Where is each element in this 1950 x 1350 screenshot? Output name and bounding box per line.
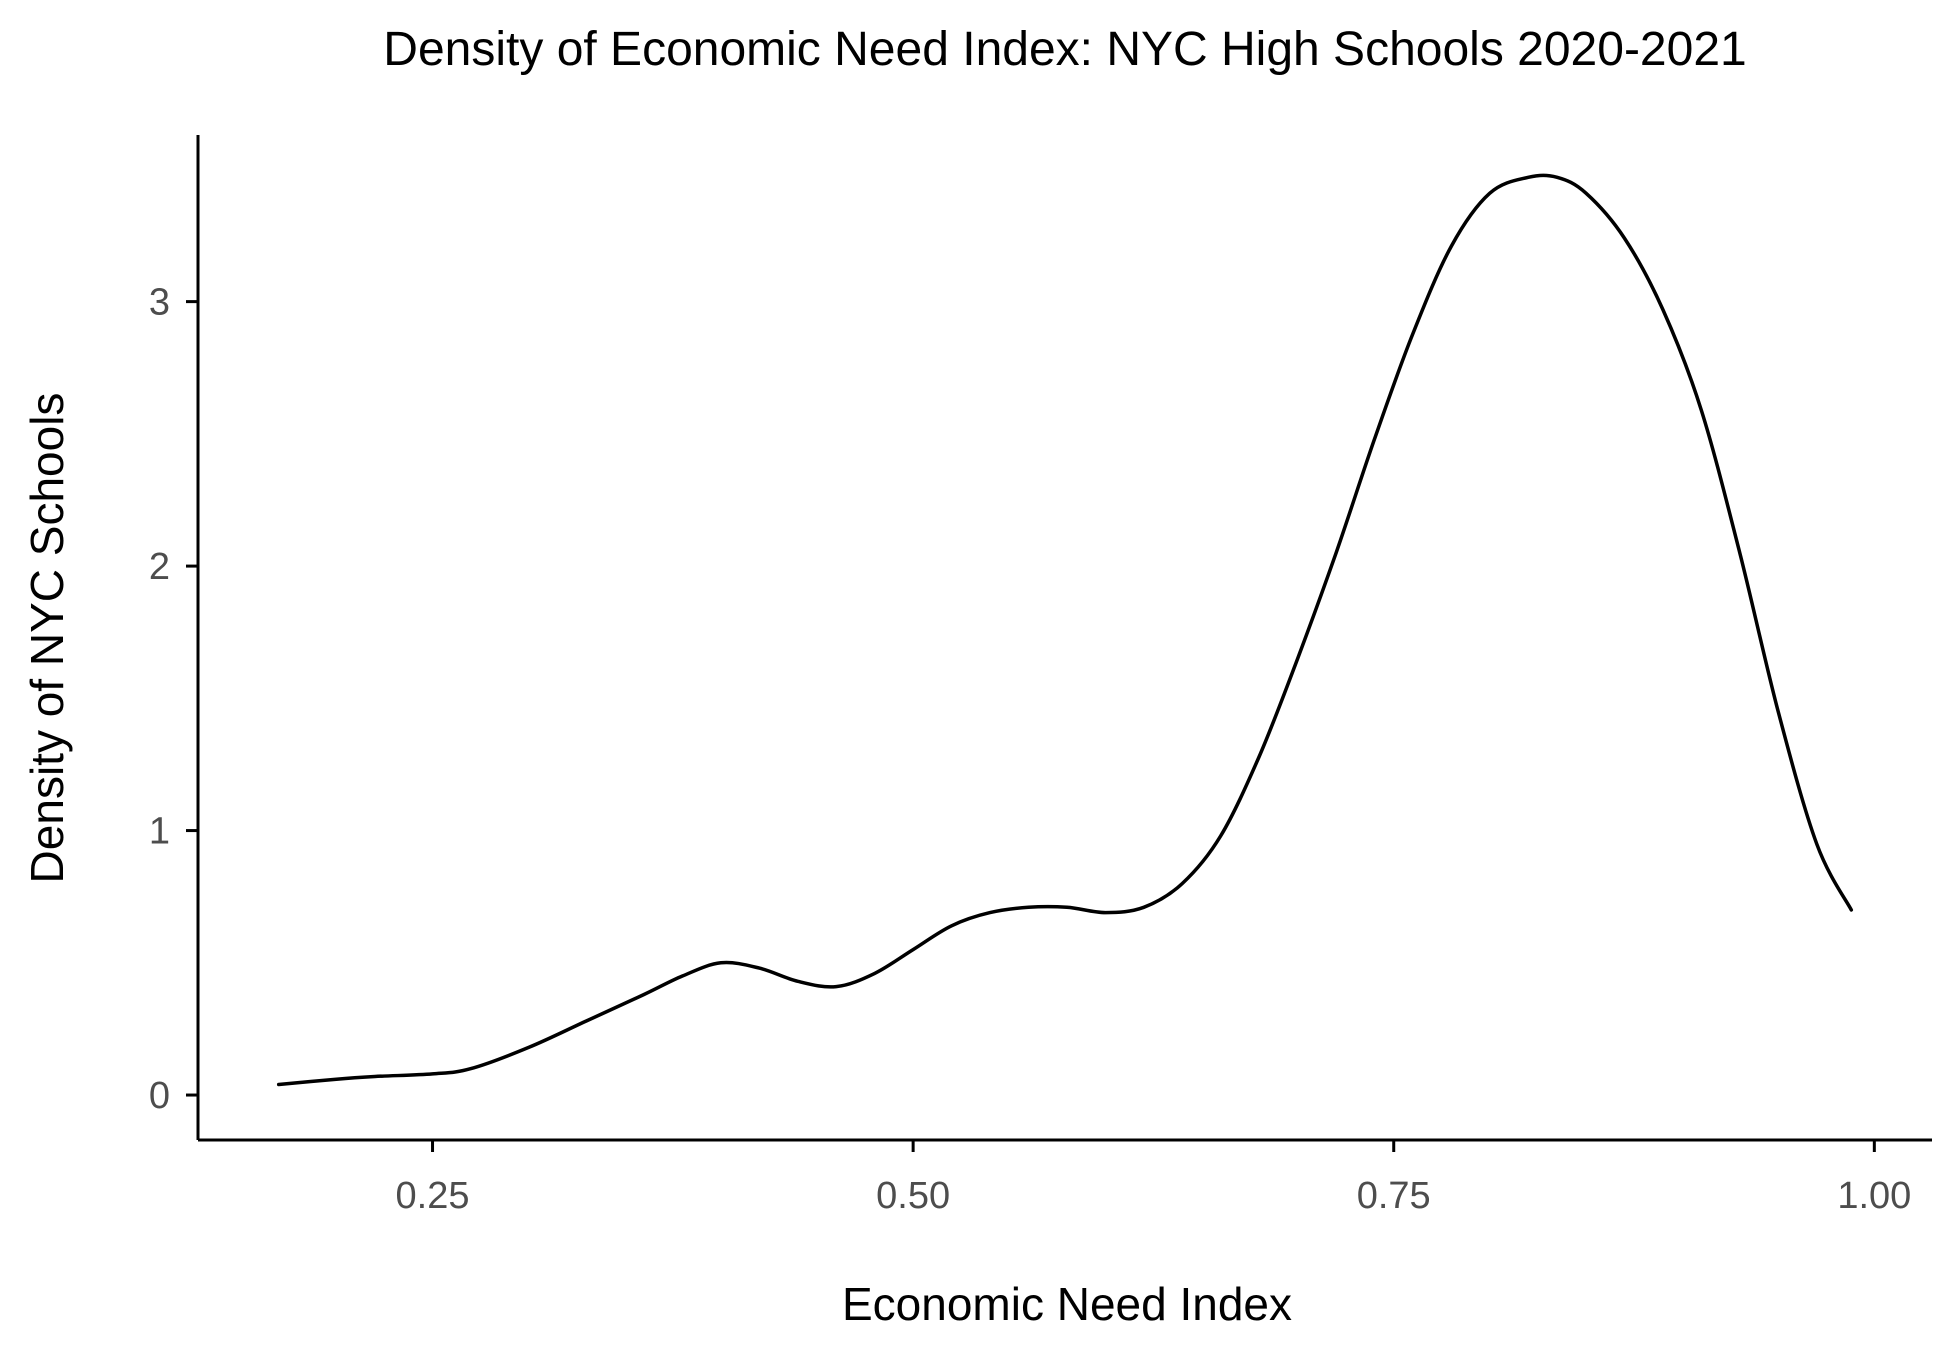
x-tick-label: 0.25 (396, 1175, 470, 1217)
x-tick-label: 1.00 (1837, 1175, 1911, 1217)
x-axis-ticks: 0.25 0.50 0.75 1.00 (396, 1140, 1911, 1217)
chart-title: Density of Economic Need Index: NYC High… (383, 23, 1746, 76)
density-curve (276, 173, 1854, 1087)
x-axis-title: Economic Need Index (842, 1278, 1292, 1330)
x-tick-label: 0.75 (1357, 1175, 1431, 1217)
y-tick-label: 1 (149, 811, 170, 853)
y-axis-ticks: 0 1 2 3 (149, 282, 198, 1117)
y-tick-label: 3 (149, 282, 170, 324)
y-tick-label: 2 (149, 546, 170, 588)
x-tick-label: 0.50 (876, 1175, 950, 1217)
y-tick-label: 0 (149, 1075, 170, 1117)
y-axis-title: Density of NYC Schools (21, 393, 73, 884)
